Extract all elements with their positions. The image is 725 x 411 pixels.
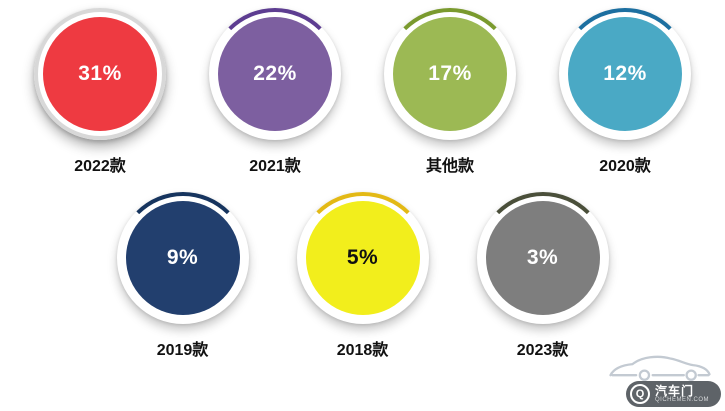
site-watermark: Q 汽车门 QICHEMEN.COM: [591, 351, 721, 407]
bubble-label: 2023款: [516, 342, 569, 359]
bubble-label: 其他款: [425, 158, 474, 175]
bubble-2023: 3% 2023款: [468, 192, 618, 360]
bubble-label: 2022款: [74, 158, 126, 175]
bubble-value: 5%: [346, 246, 379, 269]
watermark-brand: 汽车门: [655, 383, 695, 398]
bubble-2020: 12% 2020款: [550, 8, 700, 176]
bubble-disc: 12%: [568, 17, 682, 131]
bubble-2018: 5% 2018款: [288, 192, 438, 360]
bubble-label: 2018款: [336, 342, 389, 359]
bubble-disc: 22%: [218, 17, 332, 131]
bubble-2019: 9% 2019款: [108, 192, 258, 360]
bubble-2021: 22% 2021款: [200, 8, 350, 176]
bubble-value: 12%: [603, 62, 647, 85]
bubble-circle-2022: 31%: [34, 8, 166, 140]
bubble-circle-2018: 5%: [296, 192, 429, 324]
bubble-label: 2021款: [249, 158, 301, 175]
bubble-value: 22%: [253, 62, 297, 85]
bubble-value: 3%: [526, 246, 559, 269]
bubble-value: 31%: [78, 62, 122, 85]
watermark-text: 汽车门 QICHEMEN.COM: [655, 383, 709, 404]
bubble-disc: 5%: [305, 201, 420, 315]
car-silhouette-icon: [609, 355, 711, 381]
bubble-value: 9%: [166, 246, 199, 269]
bubble-circle-2019: 9%: [116, 192, 249, 324]
bubble-disc: 31%: [43, 17, 157, 131]
bubble-circle-2021: 22%: [209, 8, 341, 140]
bubble-row-top: 31% 2022款 22% 2021款 17% 其他款: [0, 0, 725, 176]
bubble-circle-other: 17%: [384, 8, 516, 140]
bubble-disc: 3%: [485, 201, 600, 315]
watermark-domain: QICHEMEN.COM: [655, 397, 709, 404]
bubble-label: 2020款: [599, 158, 651, 175]
bubble-2022: 31% 2022款: [25, 8, 175, 176]
bubble-circle-2020: 12%: [559, 8, 691, 140]
bubble-circle-2023: 3%: [476, 192, 609, 324]
bubble-label: 2019款: [156, 342, 209, 359]
bubble-disc: 17%: [393, 17, 507, 131]
watermark-badge: Q 汽车门 QICHEMEN.COM: [626, 381, 721, 407]
bubble-disc: 9%: [125, 201, 240, 315]
bubble-row-bottom: 9% 2019款 5% 2018款 3% 2023款: [0, 192, 725, 360]
q-logo-icon: Q: [630, 384, 650, 404]
bubble-other: 17% 其他款: [375, 8, 525, 176]
bubble-value: 17%: [428, 62, 472, 85]
